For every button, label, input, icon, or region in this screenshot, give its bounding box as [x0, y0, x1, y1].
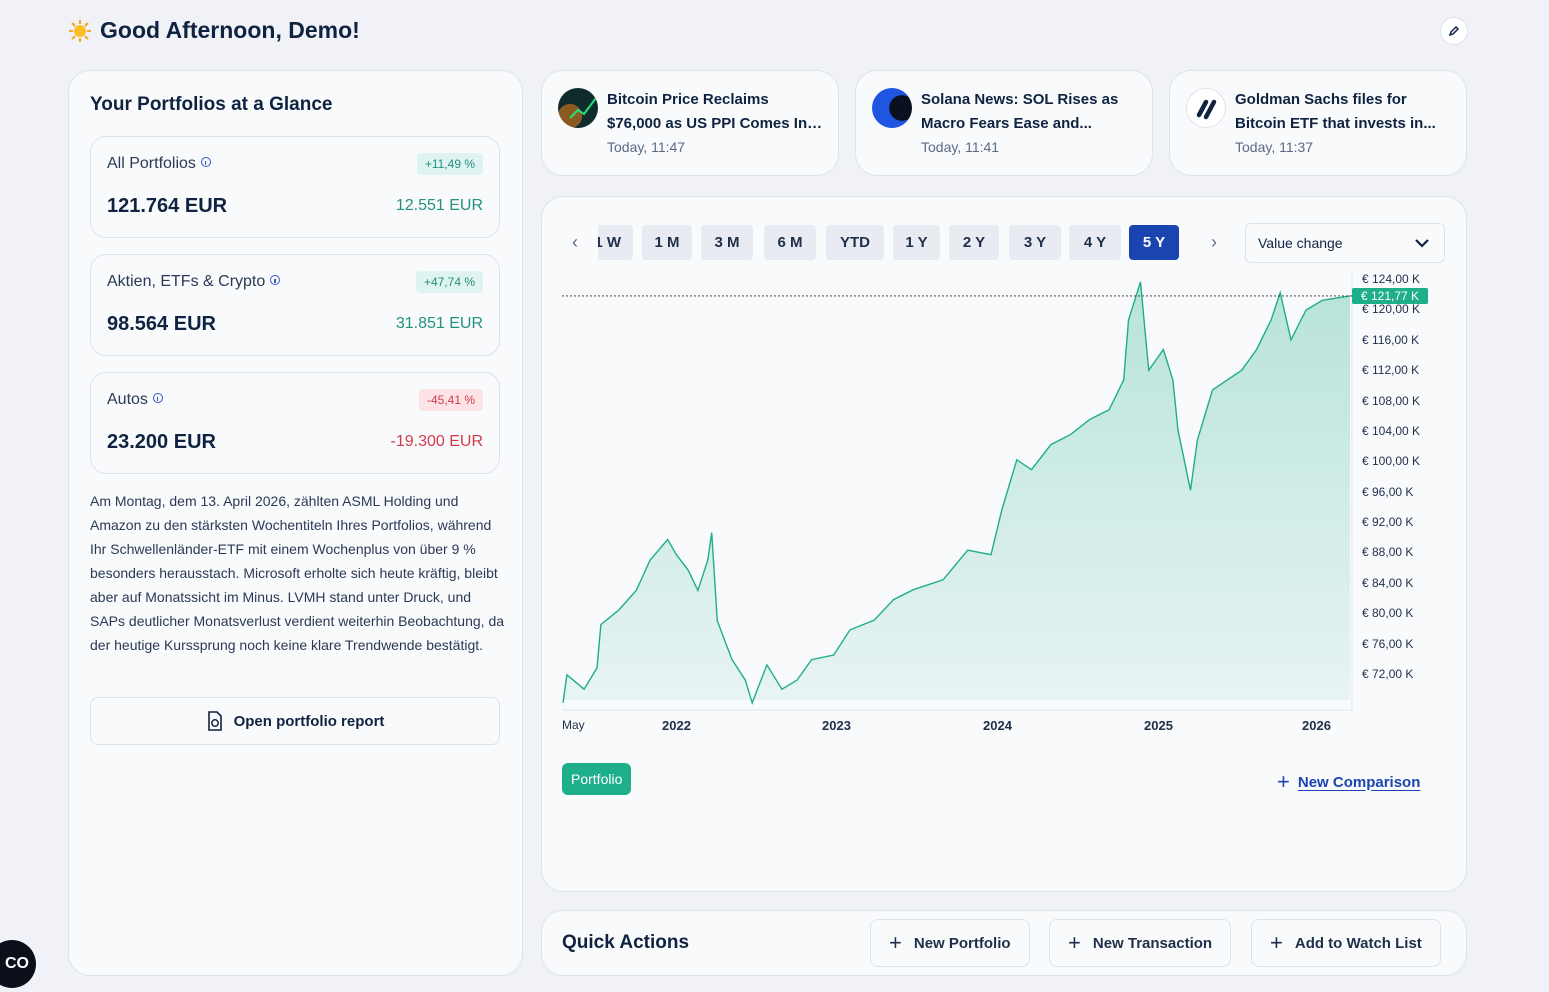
range-prev-button[interactable]: ‹: [572, 232, 578, 252]
y-tick-label: € 84,00 K: [1362, 575, 1414, 590]
range-4y-button[interactable]: 4 Y: [1069, 225, 1121, 260]
range-5y-button[interactable]: 5 Y: [1129, 225, 1179, 260]
open-report-button[interactable]: Open portfolio report: [90, 697, 500, 745]
news-thumbnail: [558, 88, 598, 128]
portfolio-value: 98.564 EUR: [107, 313, 216, 335]
news-title: Solana News: SOL Rises as Macro Fears Ea…: [921, 91, 1119, 132]
portfolio-name: Autos: [107, 391, 163, 409]
change-percent-badge: +47,74 %: [415, 271, 483, 293]
y-tick-label: € 88,00 K: [1362, 545, 1414, 560]
y-tick-label: € 124,00 K: [1362, 272, 1421, 286]
range-6m-button[interactable]: 6 M: [764, 225, 816, 260]
y-tick-label: € 116,00 K: [1362, 332, 1420, 347]
portfolio-line: [562, 281, 1351, 706]
button-label: New Portfolio: [913, 934, 1011, 952]
info-icon[interactable]: [270, 275, 281, 285]
portfolio-value: 23.200 EUR: [107, 431, 216, 453]
portfolio-item[interactable]: Aktien, ETFs & Crypto +47,74 % 98.564 EU…: [90, 254, 500, 356]
document-icon: [207, 711, 222, 731]
portfolio-change: 31.851 EUR: [395, 315, 483, 332]
x-tick-label: 2026: [1302, 718, 1331, 733]
y-tick-label: € 120,00 K: [1362, 302, 1421, 317]
y-tick-label: € 76,00 K: [1362, 636, 1414, 651]
range-1w-button[interactable]: 1 W: [598, 225, 633, 260]
news-title: Bitcoin Price Reclaims $76,000 as US PPI…: [607, 91, 808, 132]
button-label: New Transaction: [1092, 934, 1213, 952]
new-portfolio-button[interactable]: + New Portfolio: [870, 919, 1030, 967]
metric-select[interactable]: Value change: [1245, 223, 1445, 263]
new-transaction-button[interactable]: + New Transaction: [1049, 919, 1232, 967]
new-comparison-link[interactable]: + New Comparison: [1277, 769, 1420, 795]
portfolio-change: -19.300 EUR: [390, 433, 484, 450]
portfolio-summary: Am Montag, dem 13. April 2026, zählten A…: [90, 493, 505, 653]
plus-icon: +: [889, 930, 902, 955]
portfolios-card: Your Portfolios at a Glance All Portfoli…: [68, 70, 523, 976]
edit-button[interactable]: [1440, 17, 1468, 45]
info-icon[interactable]: [152, 393, 163, 403]
y-tick-label: € 92,00 K: [1362, 515, 1414, 530]
range-next-button[interactable]: ›: [1211, 232, 1217, 252]
x-tick-label: 2022: [662, 718, 691, 733]
news-card[interactable]: Bitcoin Price Reclaims $76,000 as US PPI…: [541, 70, 839, 176]
portfolio-name-text: Aktien, ETFs & Crypto: [107, 273, 266, 290]
portfolio-item[interactable]: Autos -45,41 % 23.200 EUR -19.300 EUR: [90, 372, 500, 474]
new-comparison-label: New Comparison: [1297, 773, 1421, 791]
y-tick-label: € 96,00 K: [1362, 484, 1414, 499]
change-percent-badge: +11,49 %: [416, 153, 483, 175]
portfolio-name-text: All Portfolios: [107, 155, 196, 172]
range-ytd-button[interactable]: YTD: [826, 225, 884, 260]
y-tick-label: € 104,00 K: [1362, 423, 1421, 438]
info-icon[interactable]: [200, 157, 211, 167]
news-date: Today, 11:37: [1235, 139, 1314, 155]
x-tick-label: 2024: [983, 718, 1012, 733]
y-tick-label: € 80,00 K: [1362, 606, 1414, 621]
news-card[interactable]: Goldman Sachs files for Bitcoin ETF that…: [1169, 70, 1467, 176]
y-tick-label: € 108,00 K: [1362, 393, 1421, 408]
open-report-label: Open portfolio report: [233, 712, 385, 730]
y-tick-label: € 112,00 K: [1362, 363, 1420, 378]
portfolio-value: 121.764 EUR: [107, 195, 228, 217]
range-1y-button[interactable]: 1 Y: [893, 225, 940, 260]
chevron-down-icon: [1415, 239, 1429, 248]
change-percent-badge: -45,41 %: [418, 389, 483, 411]
button-label: Add to Watch List: [1294, 934, 1422, 952]
plus-icon: +: [1068, 930, 1081, 955]
current-value-label: € 121,77 K: [1352, 287, 1429, 304]
plus-icon: +: [1277, 769, 1290, 794]
range-3m-button[interactable]: 3 M: [701, 225, 753, 260]
portfolio-name: All Portfolios: [107, 155, 211, 173]
x-tick-label: 2023: [822, 718, 851, 733]
news-card[interactable]: Solana News: SOL Rises as Macro Fears Ea…: [855, 70, 1153, 176]
portfolios-title: Your Portfolios at a Glance: [90, 94, 333, 115]
greeting: Good Afternoon, Demo!: [100, 17, 360, 43]
news-date: Today, 11:41: [921, 139, 1000, 155]
news-thumbnail: [872, 88, 912, 128]
portfolio-legend-button[interactable]: Portfolio: [562, 763, 632, 795]
add-to-watchlist-button[interactable]: + Add to Watch List: [1251, 919, 1441, 967]
plus-icon: +: [1270, 930, 1283, 955]
news-thumbnail: [1186, 88, 1226, 128]
quick-actions-title: Quick Actions: [562, 932, 690, 953]
y-tick-label: € 72,00 K: [1362, 667, 1414, 681]
news-date: Today, 11:47: [607, 139, 686, 155]
portfolio-item[interactable]: All Portfolios +11,49 % 121.764 EUR 12.5…: [90, 136, 500, 238]
x-tick-label: 2025: [1144, 718, 1173, 733]
portfolio-change: 12.551 EUR: [395, 197, 483, 214]
range-2y-button[interactable]: 2 Y: [949, 225, 999, 260]
portfolio-name-text: Autos: [107, 391, 148, 408]
portfolio-name: Aktien, ETFs & Crypto: [107, 273, 281, 291]
portfolio-area: [563, 282, 1350, 703]
sun-icon: [69, 20, 91, 42]
x-tick-label: May: [562, 718, 585, 732]
metric-select-value: Value change: [1258, 235, 1343, 251]
y-tick-label: € 100,00 K: [1362, 454, 1421, 469]
range-1m-button[interactable]: 1 M: [642, 225, 692, 260]
pencil-icon: [1448, 25, 1460, 37]
news-title: Goldman Sachs files for Bitcoin ETF that…: [1235, 91, 1436, 132]
range-3y-button[interactable]: 3 Y: [1009, 225, 1061, 260]
